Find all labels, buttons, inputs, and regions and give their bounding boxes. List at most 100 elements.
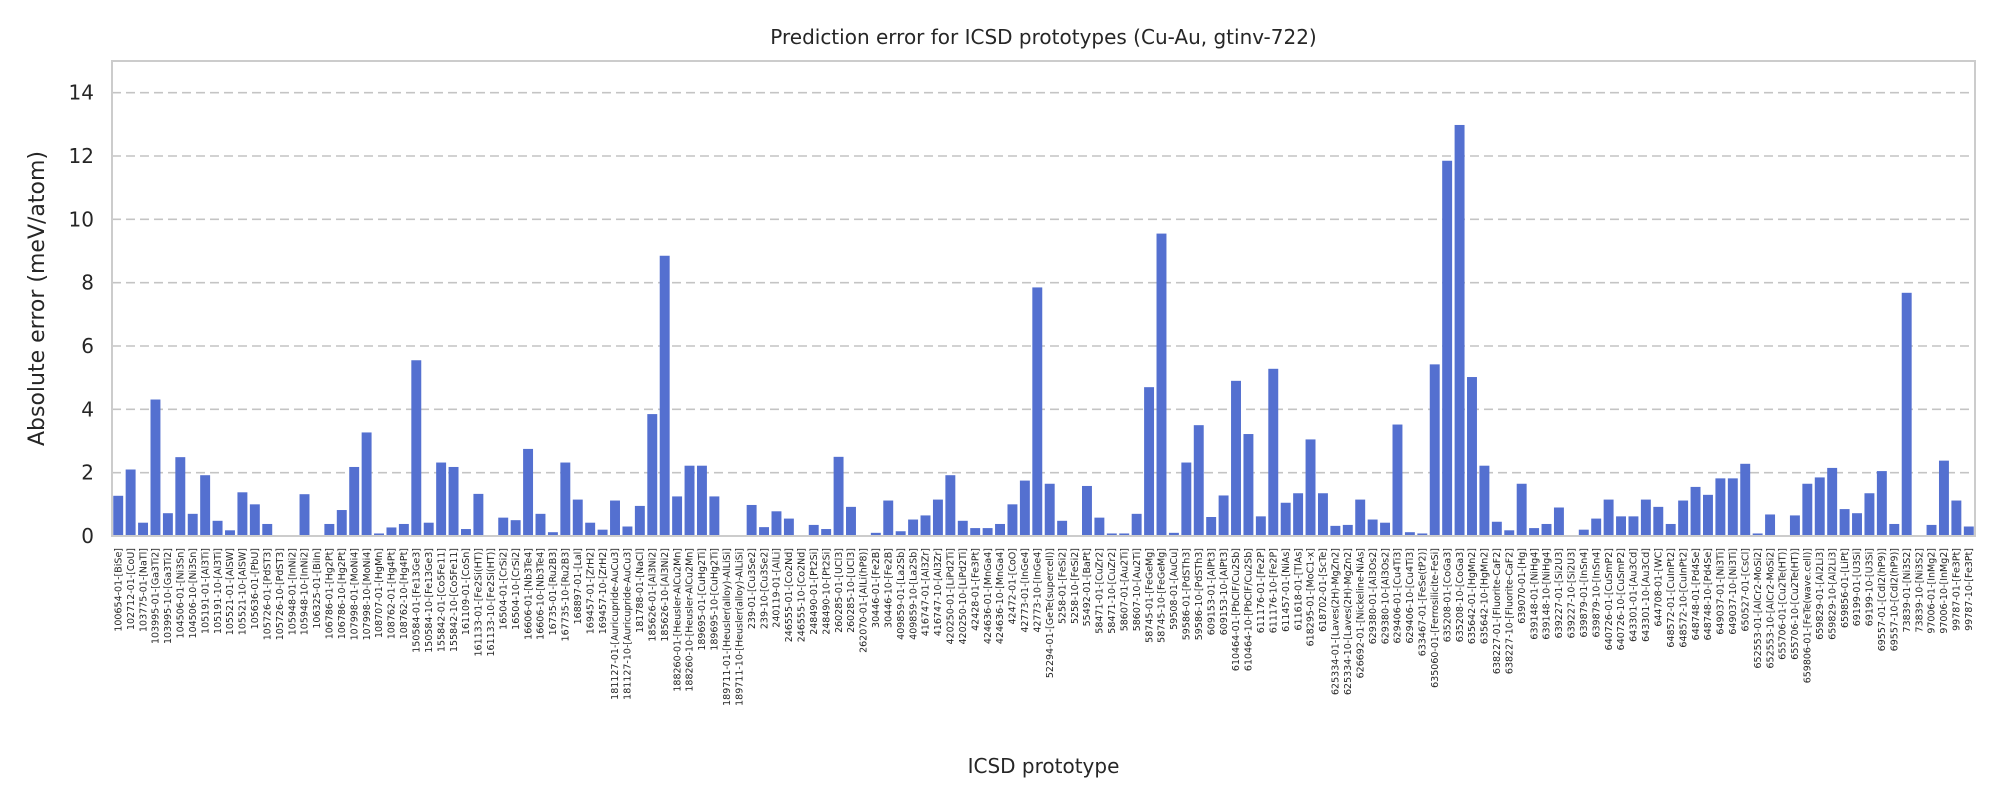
x-tick-label: 633467-01-[FeSe(tP2)] [1418,548,1429,656]
x-tick-label: 652553-01-[AlCr2-MoSi2] [1753,548,1764,669]
x-tick-label: 155842-01-[Co5Fe11] [436,548,447,652]
x-tick-label: 635642-10-[HgMn2] [1480,548,1491,644]
bar [560,462,571,536]
x-tick-label: 73839-10-[Ni3S2] [1914,548,1925,632]
x-tick-label: 105726-01-[PdST3] [262,548,273,640]
x-tick-label: 42428-01-[Fe3Pt] [970,548,981,631]
x-tick-label: 188260-10-[Heusler-AlCu2Mn] [685,548,696,692]
x-tick-label: 42472-01-[CoO] [1008,548,1019,625]
x-tick-label: 58471-10-[CuZr2] [1107,548,1118,634]
bar [349,466,360,536]
x-tick-label: 248490-10-[Pt2Si] [821,548,832,635]
x-tick-label: 188260-01-[Heusler-AlCu2Mn] [672,548,683,692]
bar [1553,507,1564,536]
bar [783,518,794,536]
x-tick-label: 97006-01-[InMg2] [1927,548,1938,634]
x-tick-label: 239-01-[Cu3Se2] [747,548,758,629]
bar [436,462,447,536]
bar [1802,483,1813,536]
x-tick-label: 103775-01-[NaTl] [138,548,149,632]
bar [1367,519,1378,536]
bar [1963,526,1974,536]
x-tick-label: 161109-01-[CoSn] [461,548,472,635]
x-tick-label: 59586-01-[PdSTh3] [1182,548,1193,640]
bar [1938,460,1949,536]
x-tick-label: 659806-01-[FeTe(wave.cell)] [1803,548,1814,683]
x-tick-label: 16504-01-[CrSi2] [498,548,509,630]
bar [249,504,260,536]
x-tick-label: 105948-01-[InNi2] [287,548,298,635]
x-tick-label: 409859-10-[La2Sb] [908,548,919,640]
x-tick-label: 104506-10-[Ni3Sn] [188,548,199,638]
bar [833,456,844,536]
bar [1094,517,1105,536]
bar [1640,499,1651,536]
bar [684,465,695,536]
bar [746,504,757,536]
x-tick-label: 650527-01-[CsCl] [1740,548,1751,631]
x-tick-label: 5258-01-[FeSi2] [1057,548,1068,624]
bar [1193,425,1204,536]
bar [461,529,471,536]
bar [1516,483,1527,536]
x-tick-label: 30446-10-[Fe2B] [883,548,894,628]
plot-frame [111,60,1976,537]
x-tick-label: 189695-10-[CuHg2Ti] [710,548,721,651]
bar [1814,477,1825,536]
bar [1429,364,1440,536]
bar [1392,424,1403,536]
bar [1740,463,1751,536]
x-tick-label: 105948-10-[InNi2] [300,548,311,635]
x-tick-label: 635060-01-[Ferrosilicite-FeSi] [1430,548,1441,688]
x-tick-label: 107998-10-[MoNi4] [362,548,373,640]
x-tick-label: 167735-10-[Ru2B3] [561,548,572,641]
bar [1380,522,1391,536]
x-tick-label: 639879-01-[InSn4] [1579,548,1590,638]
x-tick-label: 69557-10-[CdI2(hP9)] [1889,548,1900,651]
x-tick-label: 103995-01-[Ga3Ti2] [151,548,162,644]
bar [1765,514,1776,536]
x-tick-label: 30446-01-[Fe2B] [871,548,882,628]
bar [1317,493,1328,536]
y-tick-label: 0 [81,524,94,548]
bar [771,511,782,536]
bar [970,528,981,536]
bar [324,523,335,536]
bar [1541,523,1552,536]
x-tick-label: 102712-01-[CoU] [126,548,137,630]
x-tick-label: 635642-01-[HgMn2] [1467,548,1478,644]
bar [1057,520,1068,536]
bar [411,360,422,536]
bar [1032,287,1043,536]
x-tick-label: 189695-01-[CuHg2Ti] [697,548,708,651]
bar [1889,523,1900,536]
grid-layer [112,91,1975,537]
bar [1206,517,1217,536]
bar [212,520,223,536]
x-tick-label: 639879-10-[InSn4] [1591,548,1602,638]
bar [597,529,608,536]
x-tick-label: 103995-10-[Ga3Ti2] [163,548,174,644]
x-tick-label: 105636-01-[PbU] [250,548,261,629]
x-tick-label: 638227-01-[Fluorite-CaF2] [1492,548,1503,674]
bar [659,255,670,536]
x-tick-label: 150584-10-[Fe13Ge3] [424,548,435,653]
x-tick-label: 185626-01-[Al3Ni2] [647,548,658,642]
x-tick-label: 611176-10-[Fe2P] [1268,548,1279,633]
x-tick-label: 639227-01-[Si2U3] [1554,548,1565,638]
x-tick-label: 635208-10-[CoGa3] [1455,548,1466,642]
bar [1628,516,1639,536]
bar [846,506,856,536]
bar [572,499,583,536]
x-tick-label: 639148-01-[NiHg4] [1529,548,1540,640]
bar [672,496,683,536]
x-tick-label: 655706-10-[Cu2Te(HT)] [1790,548,1801,660]
x-tick-label: 106786-10-[Hg2Pt] [337,548,348,639]
bars-layer [113,124,1974,537]
x-tick-label: 16735-01-[Ru2B3] [548,548,559,635]
x-tick-label: 639070-01-[Hg] [1517,548,1528,624]
bar [1342,524,1353,536]
x-tick-label: 611618-01-[TlAs] [1293,548,1304,631]
bar [1852,513,1862,536]
